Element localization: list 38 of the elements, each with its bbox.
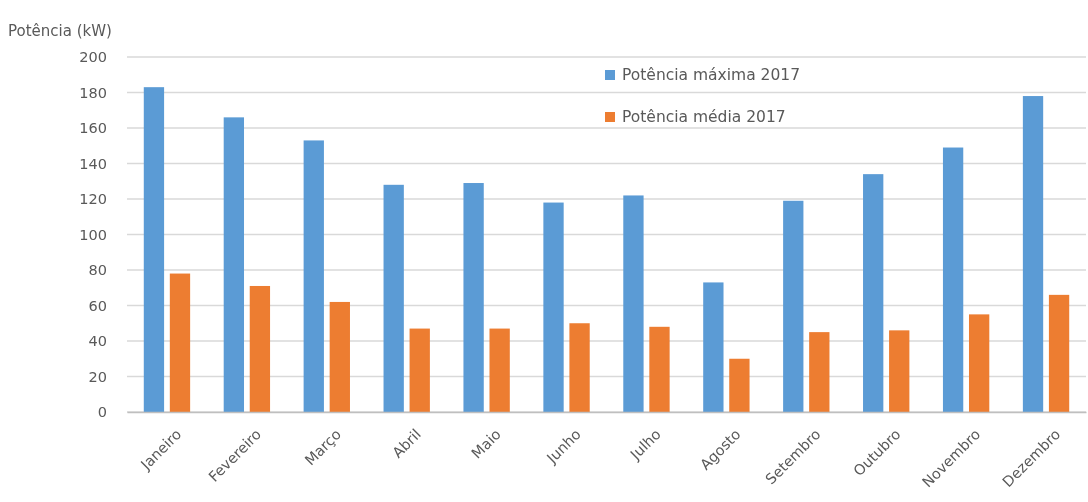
bar (703, 282, 724, 412)
bar (223, 117, 245, 412)
bar (303, 140, 324, 412)
bar (543, 202, 564, 412)
legend-label: Potência média 2017 (622, 108, 786, 127)
bar (1048, 294, 1070, 412)
bar (809, 332, 830, 412)
y-tick-label: 200 (79, 49, 107, 66)
bar (329, 301, 350, 412)
y-tick-label: 180 (79, 84, 107, 101)
y-tick-label: 120 (79, 191, 107, 208)
y-tick-label: 0 (97, 404, 107, 421)
bar (249, 285, 271, 412)
bar (409, 328, 430, 412)
bar (143, 87, 165, 412)
y-tick-label: 60 (88, 297, 107, 314)
bar (649, 326, 670, 412)
bar (383, 184, 404, 412)
y-tick-label: 80 (88, 262, 107, 279)
bar (489, 328, 510, 412)
y-axis-title: Potência (kW) (8, 22, 112, 40)
y-tick-label: 40 (88, 333, 107, 350)
bar (968, 314, 990, 412)
bar (463, 183, 484, 412)
bar (1022, 96, 1044, 412)
bar (783, 200, 804, 412)
y-tick-label: 140 (79, 155, 107, 172)
bar (942, 147, 964, 412)
bar (569, 323, 590, 412)
bar (729, 358, 750, 412)
y-tick-label: 100 (79, 226, 107, 243)
bar (889, 330, 910, 412)
bar (169, 273, 191, 412)
legend-label: Potência máxima 2017 (622, 66, 801, 85)
bar (623, 195, 644, 412)
y-tick-label: 20 (88, 368, 107, 385)
y-tick-label: 160 (79, 120, 107, 137)
bar (863, 174, 884, 412)
